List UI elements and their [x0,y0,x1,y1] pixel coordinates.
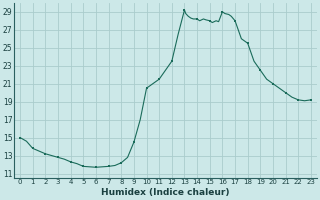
X-axis label: Humidex (Indice chaleur): Humidex (Indice chaleur) [101,188,230,197]
